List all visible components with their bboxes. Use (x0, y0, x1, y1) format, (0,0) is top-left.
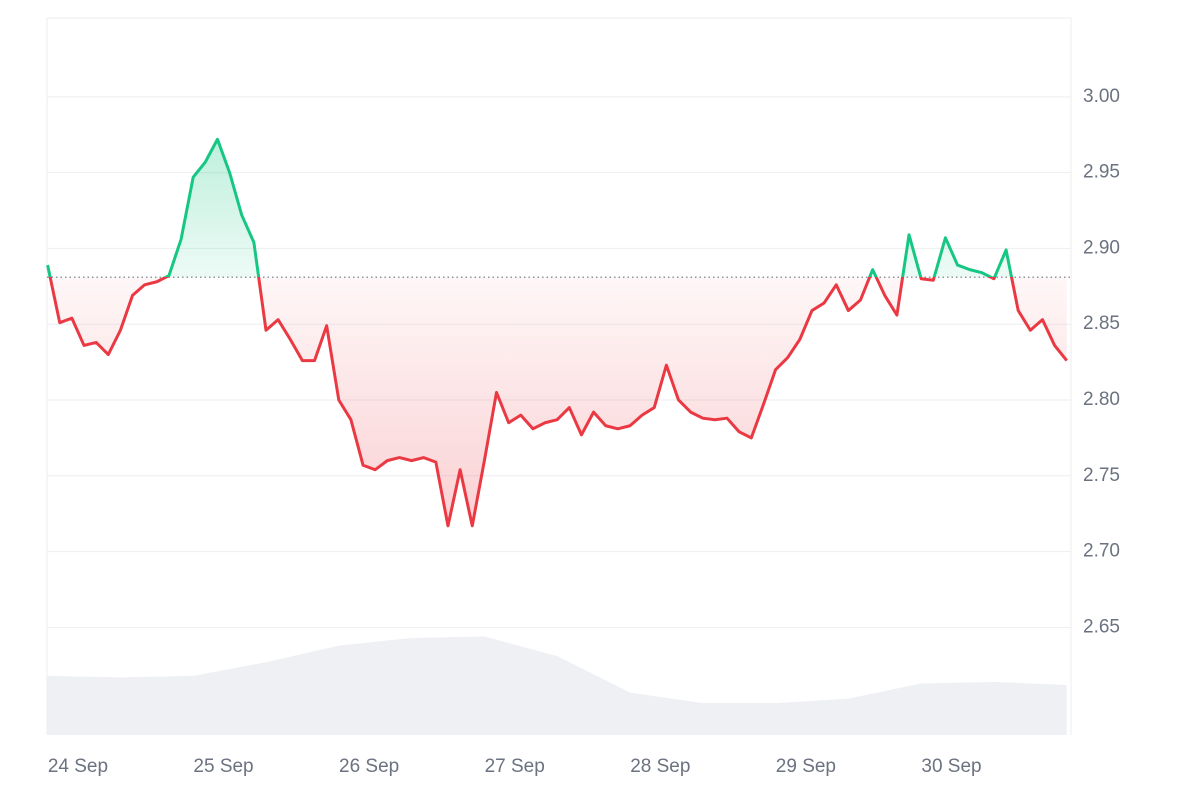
y-tick-label: 2.90 (1083, 237, 1120, 258)
y-tick-label: 2.80 (1083, 389, 1120, 410)
x-tick-label: 30 Sep (921, 756, 981, 777)
x-tick-label: 26 Sep (339, 756, 399, 777)
price-line (46, 137, 1068, 528)
volume-area (47, 636, 1067, 735)
y-tick-label: 2.65 (1083, 616, 1120, 637)
y-tick-label: 2.75 (1083, 465, 1120, 486)
y-tick-label: 3.00 (1083, 86, 1120, 107)
x-tick-label: 27 Sep (485, 756, 545, 777)
y-tick-label: 2.70 (1083, 541, 1120, 562)
price-area (47, 139, 1067, 526)
x-tick-label: 25 Sep (193, 756, 253, 777)
x-tick-label: 29 Sep (776, 756, 836, 777)
y-tick-label: 2.95 (1083, 162, 1120, 183)
x-tick-label: 28 Sep (630, 756, 690, 777)
y-tick-label: 2.85 (1083, 313, 1120, 334)
x-tick-label: 24 Sep (48, 756, 108, 777)
